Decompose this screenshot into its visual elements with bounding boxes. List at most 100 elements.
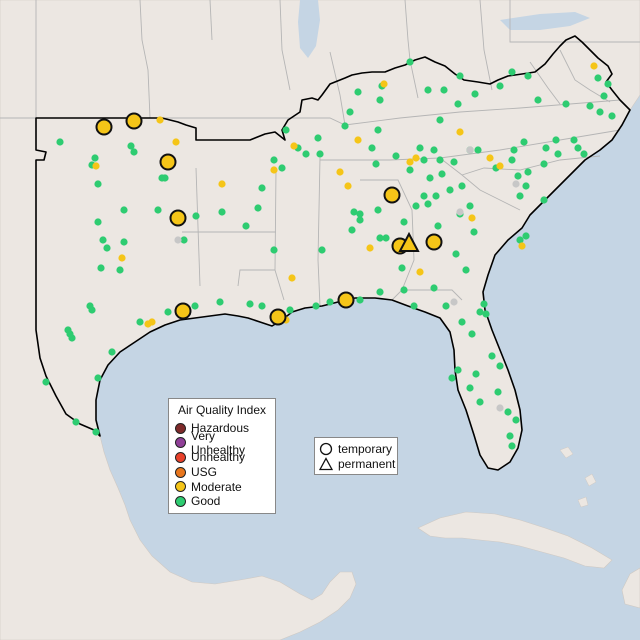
monitor-marker[interactable] (174, 236, 182, 244)
monitor-marker[interactable] (372, 160, 380, 168)
monitor-marker[interactable] (392, 152, 400, 160)
monitor-marker[interactable] (191, 302, 199, 310)
monitor-marker[interactable] (127, 142, 135, 150)
monitor-marker[interactable] (476, 398, 484, 406)
monitor-marker[interactable] (130, 148, 138, 156)
monitor-marker[interactable] (94, 180, 102, 188)
monitor-marker[interactable] (472, 370, 480, 378)
temporary-monitor-marker[interactable] (169, 209, 187, 227)
monitor-marker[interactable] (594, 74, 602, 82)
temporary-monitor-marker[interactable] (425, 233, 443, 251)
monitor-marker[interactable] (482, 310, 490, 318)
monitor-marker[interactable] (520, 138, 528, 146)
monitor-marker[interactable] (97, 264, 105, 272)
monitor-marker[interactable] (456, 128, 464, 136)
monitor-marker[interactable] (416, 144, 424, 152)
monitor-marker[interactable] (348, 226, 356, 234)
monitor-marker[interactable] (524, 72, 532, 80)
monitor-marker[interactable] (242, 222, 250, 230)
monitor-marker[interactable] (218, 208, 226, 216)
temporary-monitor-marker[interactable] (337, 291, 355, 309)
monitor-marker[interactable] (476, 308, 484, 316)
monitor-marker[interactable] (468, 330, 476, 338)
monitor-marker[interactable] (164, 308, 172, 316)
monitor-marker[interactable] (120, 206, 128, 214)
monitor-marker[interactable] (596, 108, 604, 116)
monitor-marker[interactable] (574, 144, 582, 152)
monitor-marker[interactable] (426, 174, 434, 182)
monitor-marker[interactable] (136, 318, 144, 326)
monitor-marker[interactable] (524, 168, 532, 176)
monitor-marker[interactable] (420, 156, 428, 164)
monitor-marker[interactable] (448, 374, 456, 382)
monitor-marker[interactable] (288, 274, 296, 282)
monitor-marker[interactable] (92, 162, 100, 170)
monitor-marker[interactable] (486, 154, 494, 162)
monitor-marker[interactable] (510, 146, 518, 154)
monitor-marker[interactable] (514, 172, 522, 180)
monitor-marker[interactable] (432, 192, 440, 200)
monitor-marker[interactable] (108, 348, 116, 356)
monitor-marker[interactable] (542, 144, 550, 152)
monitor-marker[interactable] (424, 200, 432, 208)
monitor-marker[interactable] (376, 234, 384, 242)
monitor-marker[interactable] (56, 138, 64, 146)
monitor-marker[interactable] (290, 142, 298, 150)
monitor-marker[interactable] (302, 150, 310, 158)
monitor-marker[interactable] (590, 62, 598, 70)
monitor-marker[interactable] (356, 296, 364, 304)
monitor-marker[interactable] (512, 180, 520, 188)
monitor-marker[interactable] (508, 442, 516, 450)
monitor-marker[interactable] (518, 242, 526, 250)
monitor-marker[interactable] (376, 288, 384, 296)
monitor-marker[interactable] (406, 58, 414, 66)
monitor-marker[interactable] (442, 302, 450, 310)
temporary-monitor-marker[interactable] (174, 302, 192, 320)
monitor-marker[interactable] (494, 388, 502, 396)
monitor-marker[interactable] (434, 222, 442, 230)
monitor-marker[interactable] (452, 250, 460, 258)
monitor-marker[interactable] (400, 218, 408, 226)
monitor-marker[interactable] (382, 234, 390, 242)
monitor-marker[interactable] (488, 352, 496, 360)
monitor-marker[interactable] (456, 72, 464, 80)
monitor-marker[interactable] (161, 174, 169, 182)
monitor-marker[interactable] (496, 404, 504, 412)
monitor-marker[interactable] (456, 208, 464, 216)
monitor-marker[interactable] (438, 170, 446, 178)
monitor-marker[interactable] (458, 182, 466, 190)
monitor-marker[interactable] (120, 238, 128, 246)
monitor-marker[interactable] (562, 100, 570, 108)
monitor-marker[interactable] (341, 122, 349, 130)
monitor-marker[interactable] (318, 246, 326, 254)
monitor-marker[interactable] (376, 96, 384, 104)
permanent-monitor-marker[interactable] (398, 231, 420, 252)
monitor-marker[interactable] (406, 166, 414, 174)
temporary-monitor-marker[interactable] (159, 153, 177, 171)
monitor-marker[interactable] (103, 244, 111, 252)
temporary-monitor-marker[interactable] (269, 308, 287, 326)
monitor-marker[interactable] (218, 180, 226, 188)
monitor-marker[interactable] (458, 318, 466, 326)
monitor-marker[interactable] (88, 306, 96, 314)
monitor-marker[interactable] (540, 196, 548, 204)
monitor-marker[interactable] (450, 298, 458, 306)
monitor-marker[interactable] (344, 182, 352, 190)
monitor-marker[interactable] (466, 384, 474, 392)
monitor-marker[interactable] (552, 136, 560, 144)
monitor-marker[interactable] (586, 102, 594, 110)
monitor-marker[interactable] (436, 156, 444, 164)
monitor-marker[interactable] (356, 216, 364, 224)
monitor-marker[interactable] (144, 320, 152, 328)
monitor-marker[interactable] (440, 86, 448, 94)
monitor-marker[interactable] (270, 246, 278, 254)
monitor-marker[interactable] (474, 146, 482, 154)
monitor-marker[interactable] (314, 134, 322, 142)
monitor-marker[interactable] (216, 298, 224, 306)
monitor-marker[interactable] (326, 298, 334, 306)
monitor-marker[interactable] (406, 158, 414, 166)
large-monitor-markers[interactable] (95, 112, 443, 326)
monitor-marker[interactable] (570, 136, 578, 144)
monitor-marker[interactable] (454, 366, 462, 374)
